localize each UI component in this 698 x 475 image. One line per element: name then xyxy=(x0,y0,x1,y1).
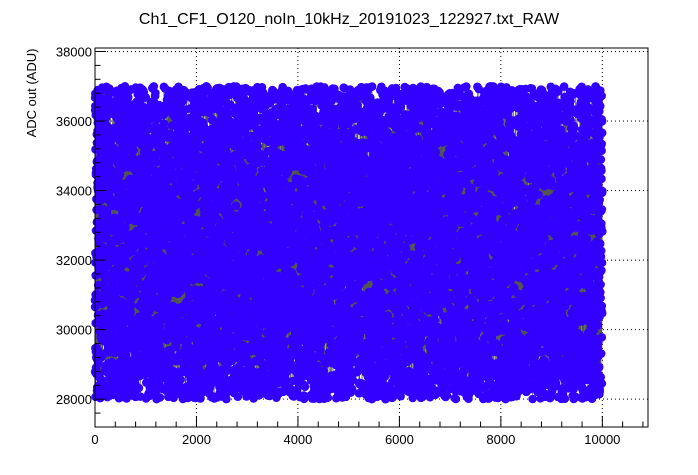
data-point xyxy=(121,351,131,360)
data-point xyxy=(254,327,264,337)
data-point xyxy=(126,301,136,310)
data-point xyxy=(151,88,160,98)
data-point xyxy=(176,375,185,384)
data-point xyxy=(149,82,159,91)
data-point xyxy=(222,394,231,404)
data-point xyxy=(323,393,333,402)
data-point xyxy=(138,247,147,256)
data-point xyxy=(248,166,258,175)
data-point xyxy=(300,382,310,392)
series-points xyxy=(90,82,607,404)
data-point xyxy=(129,146,138,155)
data-point xyxy=(126,307,135,317)
data-point xyxy=(134,383,144,393)
data-point xyxy=(136,269,146,279)
data-point xyxy=(102,113,111,122)
data-point xyxy=(121,223,130,232)
chart-title: Ch1_CF1_O120_noIn_10kHz_20191023_122927.… xyxy=(139,11,560,28)
data-layer xyxy=(90,82,607,404)
data-point xyxy=(115,170,125,180)
data-point xyxy=(213,215,223,224)
data-point xyxy=(231,201,241,210)
data-point xyxy=(155,393,165,402)
y-axis-label: ADC out (ADU) xyxy=(24,49,39,138)
data-point xyxy=(131,290,140,299)
